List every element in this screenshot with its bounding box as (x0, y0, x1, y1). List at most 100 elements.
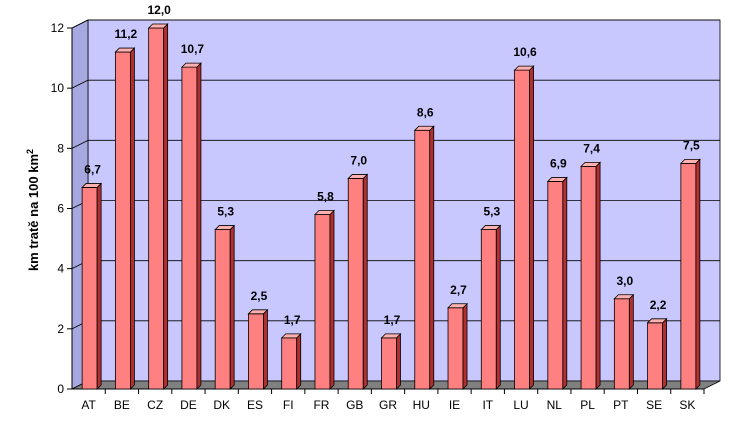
data-label: 5,3 (483, 205, 500, 219)
bar-top (580, 161, 602, 167)
bar-side (562, 176, 568, 390)
data-label: 6,7 (84, 162, 101, 176)
data-label: 7,4 (583, 141, 600, 155)
y-axis-label-text: km tratě na 100 km (26, 154, 41, 271)
bar-side (329, 209, 335, 390)
x-tick-label: DK (213, 398, 230, 412)
y-tick-label: 10 (51, 81, 65, 95)
bar (547, 181, 564, 390)
y-tick-label: 4 (57, 262, 64, 276)
bar-side (229, 224, 235, 390)
x-tick-label: NL (547, 398, 563, 412)
bar-top (380, 333, 402, 339)
bar-top (314, 210, 335, 215)
x-tick-label: FI (283, 398, 294, 412)
bar-top (81, 183, 103, 188)
y-axis-label-superscript: 2 (25, 149, 35, 154)
data-label: 8,6 (417, 105, 434, 119)
x-tick-label: PL (580, 398, 595, 412)
data-label: 2,7 (450, 283, 467, 297)
bar-side (396, 332, 401, 390)
bar-top (180, 62, 202, 68)
bar-top (247, 309, 269, 315)
bar-side (662, 317, 668, 390)
data-label: 12,0 (147, 3, 171, 17)
data-label: 7,0 (350, 153, 367, 167)
bar-top (513, 65, 535, 71)
bar-top (646, 318, 668, 324)
x-tick-label: FR (313, 398, 329, 412)
bar (647, 322, 664, 390)
bar-top (447, 303, 468, 309)
gridline-side (71, 19, 89, 29)
data-label: 11,2 (115, 27, 138, 41)
bar (447, 307, 464, 390)
y-tick-label: 0 (57, 382, 64, 396)
bar-top (413, 125, 435, 131)
x-tick-label: IE (449, 398, 460, 412)
x-tick-label: BE (114, 398, 130, 412)
bar-top (480, 225, 502, 230)
bar-side (529, 65, 534, 390)
bar-top (147, 23, 169, 29)
x-tick-label: DE (180, 398, 197, 412)
bar (281, 337, 298, 390)
data-label: 7,5 (683, 138, 700, 152)
bar (613, 298, 630, 390)
data-label: 2,2 (650, 298, 667, 312)
data-label: 2,5 (251, 289, 268, 303)
bar (114, 51, 131, 390)
data-label: 6,9 (550, 156, 567, 170)
x-tick-label: LU (513, 398, 528, 412)
bar-top (214, 225, 236, 230)
bar (680, 162, 697, 390)
x-tick-label: SK (679, 398, 695, 412)
bar-side (263, 308, 268, 390)
bar-top (280, 333, 302, 339)
data-label: 1,7 (384, 313, 401, 327)
x-tick-label: HU (413, 398, 430, 412)
x-tick-label: AT (81, 398, 96, 412)
bar (214, 229, 231, 390)
x-tick-label: CZ (147, 398, 163, 412)
x-tick-label: PT (613, 398, 629, 412)
bar (480, 229, 497, 390)
bar (248, 313, 264, 390)
bar (347, 178, 364, 390)
bar-side (129, 47, 135, 390)
x-tick-label: GR (379, 398, 397, 412)
bar (381, 337, 397, 390)
bar-side (628, 293, 634, 390)
x-tick-label: IT (482, 398, 493, 412)
bar-side (462, 302, 468, 390)
value-labels: 6,7 11,2 12,0 10,7 5,3 2,5 1,7 5,8 7,0 1,7 8,6 2,7 5… (84, 3, 700, 327)
bar-top (546, 177, 568, 182)
bar-top (347, 174, 369, 179)
bar-side (163, 23, 169, 390)
x-tick-label: GB (346, 398, 363, 412)
bar-top (114, 47, 136, 53)
data-label: 3,0 (616, 274, 633, 288)
bar-side (96, 182, 102, 390)
bar-top (613, 294, 635, 300)
bar (580, 165, 597, 390)
bar-side (595, 161, 601, 390)
y-tick-label: 6 (57, 202, 64, 216)
bar (81, 187, 98, 390)
bar-side (429, 125, 435, 390)
gridline-side (71, 139, 89, 149)
y-axis-label: km tratě na 100 km2 (25, 149, 41, 271)
bar-top (679, 158, 701, 164)
bar-side (296, 332, 302, 390)
bar (148, 27, 165, 390)
x-tick-label: ES (247, 398, 263, 412)
bar-side (196, 62, 202, 390)
bar (314, 214, 331, 390)
data-label: 5,3 (217, 205, 234, 219)
x-tick-label: SE (646, 398, 662, 412)
data-label: 5,8 (317, 190, 334, 204)
data-label: 10,6 (513, 45, 537, 59)
bars (81, 23, 701, 390)
gridline-side (71, 79, 89, 89)
